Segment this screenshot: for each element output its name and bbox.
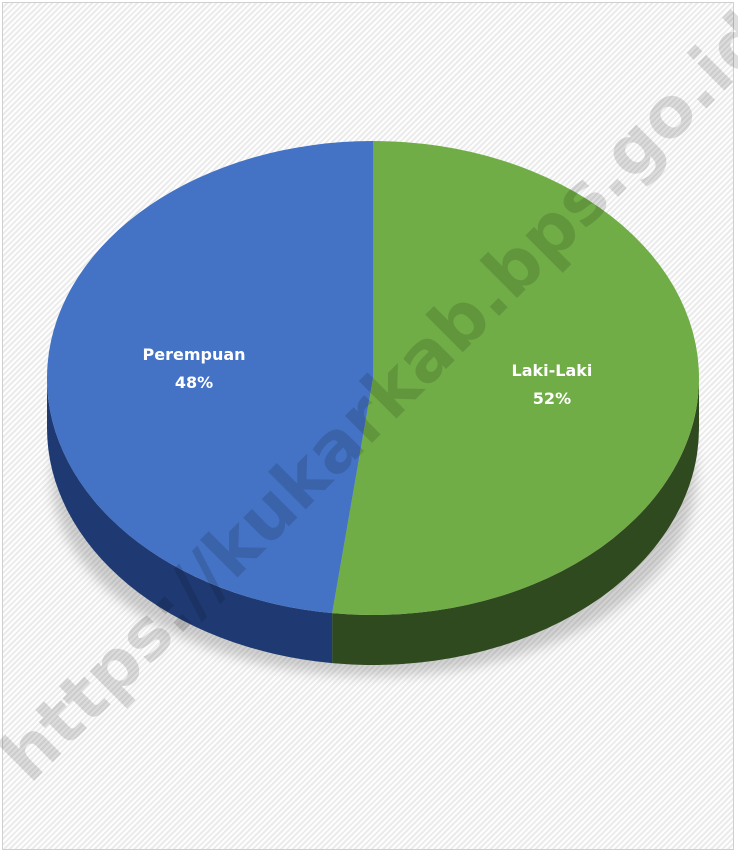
slice-percentage-label: 48% [175,373,213,392]
pie-sides [47,378,699,665]
pie-tops [47,141,700,615]
pie-slice-perempuan [47,141,374,614]
slice-percentage-label: 52% [533,389,571,408]
slice-category-label: Perempuan [143,345,246,364]
pie-side-laki-laki [332,378,699,665]
pie-slice-laki-laki [332,141,700,615]
slice-category-label: Laki-Laki [512,361,593,380]
pie-labels: Laki-Laki 52% Perempuan 48% [143,345,593,408]
pie-side-perempuan [47,378,333,664]
